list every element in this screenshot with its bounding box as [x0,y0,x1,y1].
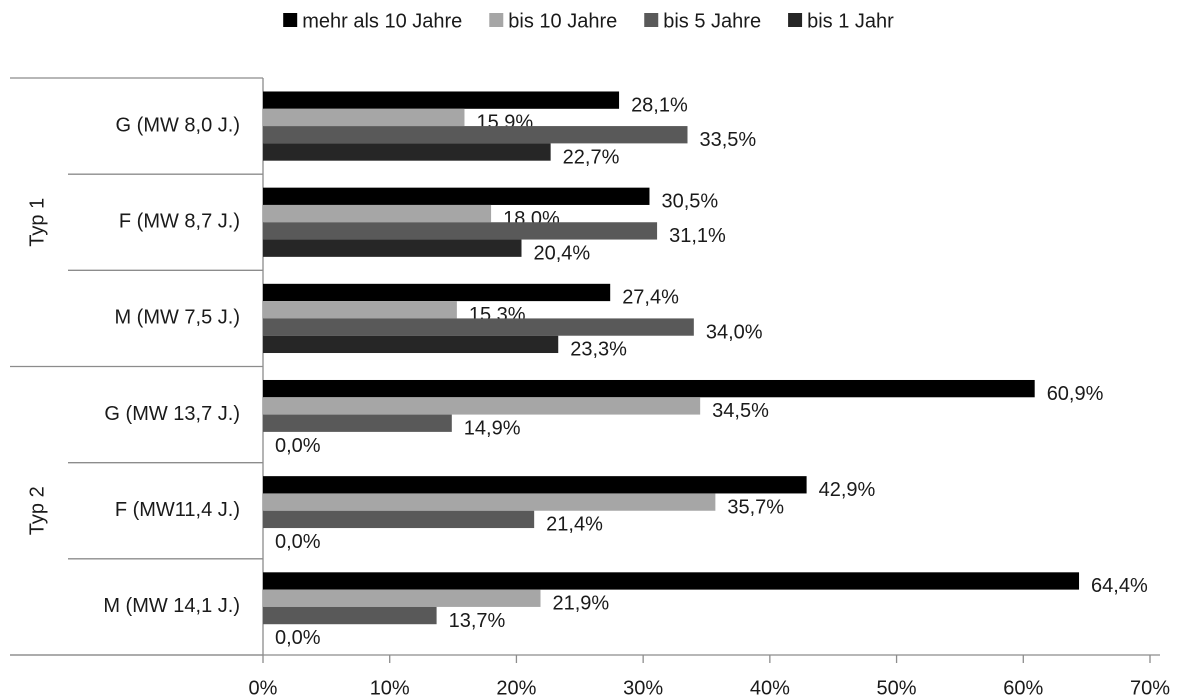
value-label: 27,4% [622,287,679,309]
bar [263,108,465,127]
x-tick-label: 10% [370,677,410,697]
value-label: 13,7% [449,610,506,632]
group-label: Typ 2 [26,486,48,535]
x-tick-label: 30% [623,677,663,697]
legend-label: bis 5 Jahre [663,10,761,32]
value-label: 14,9% [464,418,521,440]
bar [263,204,492,223]
group-label: Typ 1 [26,198,48,247]
value-label: 22,7% [563,146,620,168]
legend: mehr als 10 Jahre bis 10 Jahre bis 5 Jahre… [283,10,894,32]
legend-label: mehr als 10 Jahre [302,10,462,32]
bar [263,414,452,432]
value-label: 35,7% [727,496,784,518]
category-label: F (MW 8,7 J.) [119,211,240,233]
value-label: 0,0% [275,435,321,457]
x-tick-label: 40% [750,677,790,697]
bar [263,91,620,109]
bar [263,239,522,257]
bar [263,510,535,529]
bar [263,379,1035,398]
x-tick-label: 20% [496,677,536,697]
category-label: M (MW 7,5 J.) [114,307,240,329]
value-label: 0,0% [275,531,321,553]
bar [263,335,559,354]
value-label: 31,1% [669,225,726,247]
value-label: 60,9% [1047,383,1104,405]
x-tick-label: 0% [249,677,278,697]
bar [263,589,541,607]
value-label: 21,9% [553,593,610,615]
value-label: 30,5% [661,191,718,213]
legend-swatch [489,13,504,27]
category-label: G (MW 8,0 J.) [116,114,240,136]
bar [263,222,658,240]
value-label: 23,3% [570,339,627,361]
x-tick-label: 70% [1130,677,1170,697]
value-label: 42,9% [819,479,876,501]
category-label: G (MW 13,7 J.) [104,403,240,425]
category-label: F (MW11,4 J.) [115,499,240,521]
bar [263,126,688,144]
bar [263,187,650,205]
value-label: 64,4% [1091,575,1148,597]
legend-label: bis 1 Jahr [807,10,894,32]
value-label: 21,4% [546,514,603,536]
bar [263,397,701,415]
value-label: 28,1% [631,94,688,116]
bar [263,301,457,319]
bar [263,318,694,336]
bar [263,143,551,161]
bar [263,476,807,494]
value-label: 20,4% [533,242,590,264]
bar [263,493,716,511]
x-tick-label: 50% [877,677,917,697]
value-label: 0,0% [275,627,321,649]
value-label: 33,5% [699,129,756,151]
bar [263,606,437,625]
bar [263,283,611,302]
value-label: 34,0% [706,321,763,343]
value-label: 34,5% [712,400,769,422]
legend-swatch [644,13,659,27]
legend-swatch [283,13,298,27]
legend-label: bis 10 Jahre [508,10,617,32]
category-label: M (MW 14,1 J.) [103,595,240,617]
legend-swatch [788,13,803,27]
bar [263,572,1080,590]
x-tick-label: 60% [1003,677,1043,697]
